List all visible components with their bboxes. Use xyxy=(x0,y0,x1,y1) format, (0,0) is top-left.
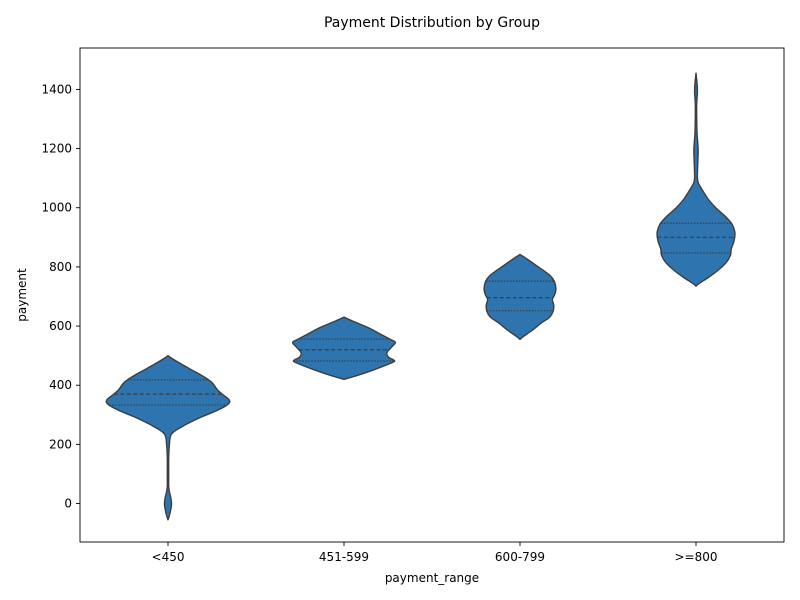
y-tick-label: 1400 xyxy=(41,82,72,96)
chart-title: Payment Distribution by Group xyxy=(324,15,540,31)
y-tick-label: 600 xyxy=(49,319,72,333)
violin-1 xyxy=(105,354,231,521)
plot-frame xyxy=(79,47,785,543)
y-tick-label: 400 xyxy=(49,378,72,392)
x-axis-label: payment_range xyxy=(385,571,479,585)
y-axis: 0 200 400 600 800 1000 1200 1400 xyxy=(41,82,80,511)
y-tick-label: 800 xyxy=(49,260,72,274)
y-tick-label: 1200 xyxy=(41,142,72,156)
y-tick-label: 0 xyxy=(64,497,72,511)
violin-2 xyxy=(291,316,397,381)
violin-4 xyxy=(656,72,736,287)
y-axis-label: payment xyxy=(15,268,29,322)
x-axis: <450 451-599 600-799 >=800 xyxy=(152,542,718,564)
x-tick-label: <450 xyxy=(152,550,185,564)
y-tick-label: 200 xyxy=(49,437,72,451)
y-tick-label: 1000 xyxy=(41,201,72,215)
quartile-lines-group xyxy=(109,222,735,406)
x-tick-label: 600-799 xyxy=(495,550,545,564)
x-tick-label: >=800 xyxy=(674,550,717,564)
violin-3 xyxy=(483,253,557,341)
violins-group xyxy=(105,72,736,521)
x-tick-label: 451-599 xyxy=(319,550,369,564)
